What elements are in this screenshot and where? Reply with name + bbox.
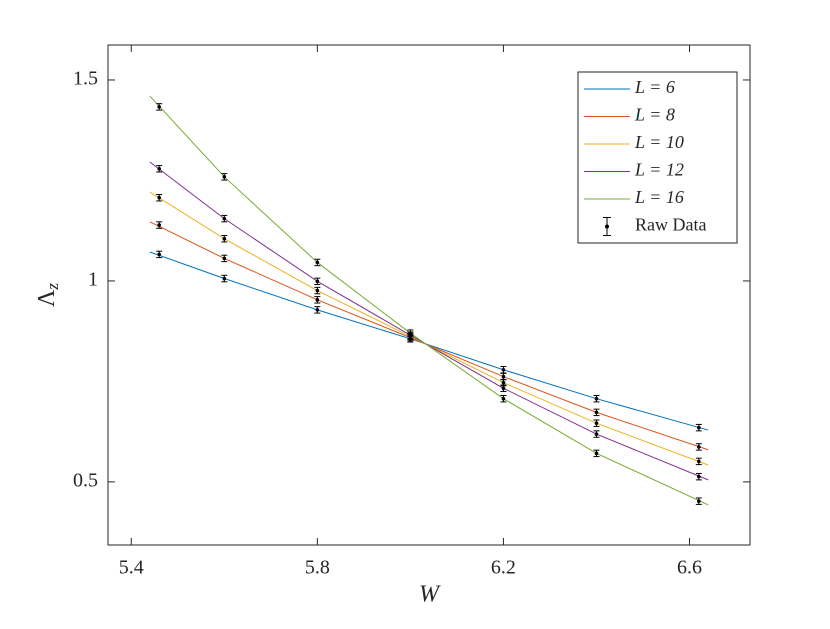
raw-point bbox=[593, 408, 600, 417]
x-tick-label: 6.6 bbox=[677, 557, 702, 579]
data-point bbox=[157, 195, 161, 200]
raw-point bbox=[593, 449, 600, 458]
raw-point bbox=[221, 274, 228, 283]
y-axis-label: Λz bbox=[34, 283, 62, 307]
raw-point bbox=[314, 286, 321, 295]
data-point bbox=[697, 425, 701, 430]
y-tick-label: 1.5 bbox=[73, 68, 98, 90]
raw-point bbox=[314, 258, 321, 267]
raw-point bbox=[221, 254, 228, 263]
legend-label: L = 12 bbox=[634, 160, 684, 180]
raw-point bbox=[695, 457, 702, 466]
data-point bbox=[222, 256, 227, 261]
raw-point bbox=[156, 221, 163, 229]
y-label-subscript: z bbox=[43, 283, 62, 291]
data-point bbox=[501, 380, 506, 385]
data-point bbox=[222, 216, 227, 221]
data-point bbox=[594, 396, 599, 401]
raw-point bbox=[314, 306, 321, 314]
y-tick-label: 0.5 bbox=[73, 469, 98, 491]
raw-point bbox=[593, 394, 600, 403]
raw-point bbox=[695, 472, 702, 481]
data-point bbox=[222, 236, 227, 241]
raw-point bbox=[156, 250, 163, 259]
data-point bbox=[315, 308, 320, 312]
data-point bbox=[501, 367, 506, 372]
legend-label: L = 10 bbox=[634, 132, 684, 152]
raw-point bbox=[156, 103, 163, 111]
raw-point bbox=[593, 419, 600, 427]
y-tick-label: 1 bbox=[88, 269, 98, 291]
legend-dot bbox=[605, 224, 609, 229]
raw-point bbox=[500, 384, 507, 392]
data-point bbox=[697, 445, 701, 449]
legend: L = 6 L = 8 L = 10 L = 12 L = 16 Raw Data bbox=[577, 71, 738, 244]
data-point bbox=[157, 223, 161, 227]
data-point bbox=[594, 432, 599, 436]
data-point bbox=[222, 276, 227, 281]
data-point bbox=[594, 421, 599, 426]
legend-label: L = 6 bbox=[634, 77, 675, 97]
raw-point bbox=[314, 277, 321, 286]
y-label-symbol: Λ bbox=[34, 289, 60, 307]
legend-label: L = 16 bbox=[634, 187, 684, 207]
data-point bbox=[501, 374, 506, 379]
raw-point bbox=[695, 443, 702, 451]
data-point bbox=[697, 474, 701, 479]
data-point bbox=[157, 105, 161, 109]
raw-point bbox=[156, 194, 163, 202]
raw-point bbox=[407, 329, 414, 337]
data-point bbox=[315, 288, 320, 293]
raw-point bbox=[221, 235, 228, 243]
data-point bbox=[315, 279, 320, 284]
data-point bbox=[697, 459, 701, 464]
raw-point bbox=[221, 173, 228, 181]
data-point bbox=[157, 166, 161, 171]
data-point bbox=[697, 499, 701, 503]
data-point bbox=[594, 410, 599, 415]
data-point bbox=[501, 386, 506, 391]
data-point bbox=[315, 298, 320, 302]
x-tick-label: 5.8 bbox=[305, 557, 330, 579]
data-point bbox=[501, 396, 506, 401]
data-point bbox=[157, 252, 161, 257]
raw-point bbox=[156, 165, 163, 173]
data-point bbox=[594, 451, 599, 456]
raw-point bbox=[314, 296, 321, 304]
x-axis-label: W bbox=[419, 582, 441, 608]
raw-point bbox=[593, 430, 600, 438]
legend-box bbox=[577, 71, 738, 244]
data-point bbox=[222, 175, 227, 179]
raw-point bbox=[221, 214, 228, 223]
raw-point bbox=[500, 394, 507, 403]
x-tick-label: 5.4 bbox=[119, 557, 144, 579]
data-point bbox=[315, 260, 320, 265]
legend-label: L = 8 bbox=[634, 105, 675, 125]
x-tick-label: 6.2 bbox=[491, 557, 516, 579]
raw-point bbox=[695, 423, 702, 432]
raw-point bbox=[695, 497, 702, 505]
data-point bbox=[408, 331, 413, 335]
legend-label: Raw Data bbox=[635, 215, 706, 235]
